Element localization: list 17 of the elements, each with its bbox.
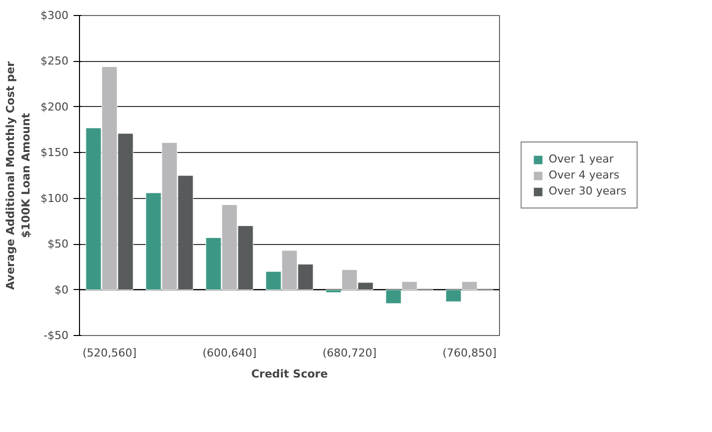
x-tick-label: (520,560] [82, 346, 137, 360]
y-tick-label: $50 [48, 238, 69, 251]
legend-label: Over 4 years [548, 168, 620, 182]
x-tick-label: (760,850] [442, 346, 497, 360]
y-tick-label: -$50 [44, 329, 69, 342]
legend-label: Over 1 year [548, 152, 614, 166]
y-axis-title: Average Additional Monthly Cost per $100K Loan Amount [4, 60, 33, 290]
y-tick-label: $100 [40, 192, 69, 205]
y-tick-label: $0 [54, 283, 69, 296]
y-tick-label: $150 [40, 146, 69, 160]
y-tick-label: $300 [40, 9, 69, 22]
x-axis-title: Credit Score [251, 368, 328, 380]
y-tick-label: $200 [40, 100, 69, 114]
y-tick-label: $250 [40, 54, 69, 68]
x-tick-label: (680,720] [322, 346, 377, 360]
x-tick-label: (600,640] [202, 346, 257, 360]
legend-label: Over 30 years [548, 184, 626, 198]
